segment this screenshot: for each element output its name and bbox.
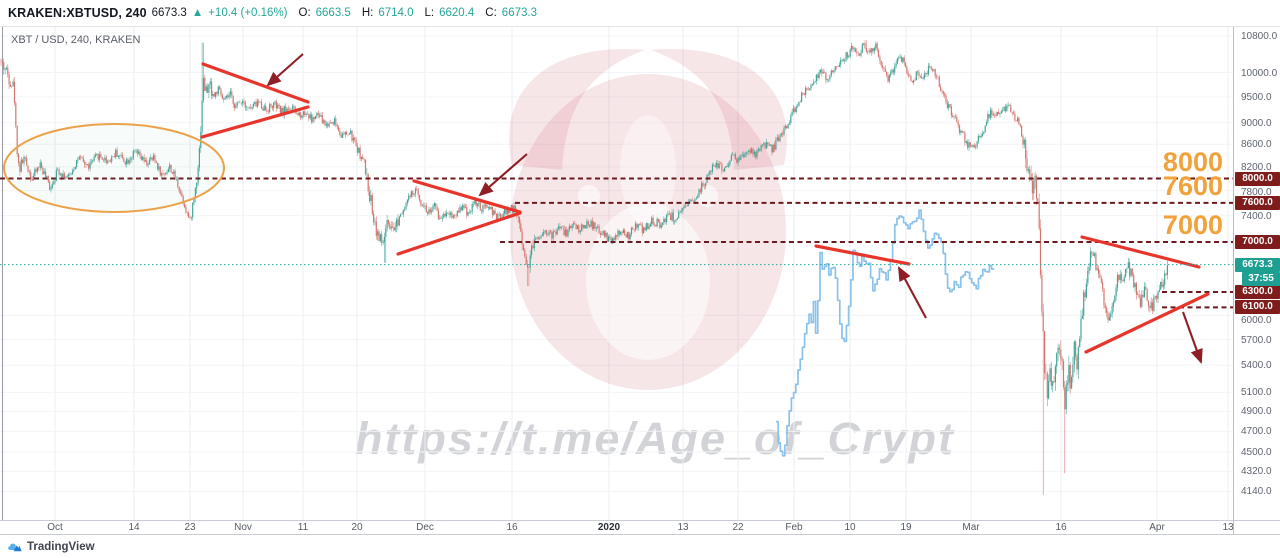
price-tick: 5100.0 xyxy=(1241,387,1272,399)
time-label: 11 xyxy=(297,522,309,533)
close-value: 6673.3 xyxy=(501,7,537,19)
trendline-7[interactable] xyxy=(1084,292,1210,354)
tradingview-attribution[interactable]: TradingView xyxy=(27,540,95,553)
price-tick: 7400.0 xyxy=(1241,210,1272,222)
arrow-annotation-1[interactable] xyxy=(266,53,304,87)
channel-watermark: https://t.me/Age_of_Crypt xyxy=(354,413,956,464)
price-tick: 9000.0 xyxy=(1241,117,1272,129)
time-label: 22 xyxy=(732,522,744,533)
price-tick: 8200.0 xyxy=(1241,161,1272,173)
price-change: +10.4 (+0.16%) xyxy=(208,7,288,19)
price-tick: 4320.0 xyxy=(1241,466,1272,478)
time-label: Dec xyxy=(416,522,434,533)
level-label: 8000 xyxy=(1162,146,1223,177)
high-label: H: xyxy=(361,7,374,19)
ellipse-annotation[interactable] xyxy=(3,123,225,213)
price-tick: 4140.0 xyxy=(1241,486,1272,498)
close-label: C: xyxy=(485,7,497,19)
price-axis[interactable]: 8000.0 7600.0 7000.0 6300.0 6100.0 10800.0 100… xyxy=(1233,27,1280,535)
axis-corner xyxy=(1233,520,1280,535)
time-label: 20 xyxy=(351,522,363,533)
low-label: L: xyxy=(424,7,435,19)
price-level-badge: 6100.0 xyxy=(1235,300,1280,315)
compare-series-line[interactable] xyxy=(776,209,995,457)
time-label: 2020 xyxy=(597,522,621,533)
trendline-1[interactable] xyxy=(201,62,310,104)
time-label: Nov xyxy=(234,522,252,533)
symbol-title: KRAKEN:XBTUSD, 240 xyxy=(8,6,147,20)
high-value: 6714.0 xyxy=(378,7,414,19)
arrow-annotation-4[interactable] xyxy=(1182,311,1203,364)
current-price-badge: 6673.3 xyxy=(1235,257,1280,272)
price-tick: 6000.0 xyxy=(1241,315,1272,327)
arrow-annotation-3[interactable] xyxy=(898,266,927,319)
time-label: Oct xyxy=(47,522,63,533)
price-level-badge: 7000.0 xyxy=(1235,234,1280,249)
trendline-5[interactable] xyxy=(814,244,911,266)
price-tick: 4700.0 xyxy=(1241,426,1272,438)
time-label: 19 xyxy=(900,522,912,533)
trendline-3[interactable] xyxy=(412,179,522,214)
trendline-2[interactable] xyxy=(200,105,310,139)
bar-countdown-badge: 37:55 xyxy=(1242,272,1280,287)
price-tick: 7800.0 xyxy=(1241,186,1272,198)
level-label: 7000 xyxy=(1162,209,1223,240)
trendline-4[interactable] xyxy=(396,211,522,256)
time-label: Apr xyxy=(1149,522,1165,533)
price-tick: 10800.0 xyxy=(1241,31,1278,42)
candles-up-bodies[interactable] xyxy=(4,43,1168,410)
price-tick: 4900.0 xyxy=(1241,406,1272,418)
chart-legend[interactable]: XBT / USD, 240, KRAKEN xyxy=(11,34,141,46)
time-label: Mar xyxy=(962,522,980,533)
price-tick: 9500.0 xyxy=(1241,91,1272,103)
attribution-bar: TradingView xyxy=(0,535,1280,558)
time-label: 10 xyxy=(844,522,856,533)
trendline-6[interactable] xyxy=(1080,235,1201,269)
tradingview-logo-icon[interactable] xyxy=(7,539,23,555)
open-label: O: xyxy=(298,7,311,19)
time-label: 13 xyxy=(1222,522,1234,533)
time-label: 16 xyxy=(506,522,518,533)
chart-pane[interactable]: https://t.me/Age_of_Crypt XBT / USD, 240… xyxy=(0,27,1233,520)
price-chart-svg[interactable] xyxy=(0,27,1233,520)
time-label: 14 xyxy=(128,522,140,533)
last-price: 6673.3 xyxy=(151,7,187,19)
ohlc-status-bar: KRAKEN:XBTUSD, 240 6673.3 ▲ +10.4 (+0.16… xyxy=(0,0,1280,27)
price-tick: 4500.0 xyxy=(1241,446,1272,458)
price-tick: 5400.0 xyxy=(1241,360,1272,372)
arrow-annotation-2[interactable] xyxy=(478,153,528,197)
price-tick: 10000.0 xyxy=(1241,67,1278,79)
price-tick: 5700.0 xyxy=(1241,334,1272,346)
price-level-badge: 7600.0 xyxy=(1235,195,1280,210)
price-level-badge: 8000.0 xyxy=(1235,171,1280,186)
time-label: 23 xyxy=(184,522,196,533)
open-value: 6663.5 xyxy=(315,7,351,19)
low-value: 6620.4 xyxy=(439,7,475,19)
bull-logo-watermark xyxy=(509,49,787,390)
price-tick: 8600.0 xyxy=(1241,139,1272,151)
price-level-badge: 6300.0 xyxy=(1235,285,1280,300)
time-axis[interactable]: Oct 14 23 Nov 11 20 Dec 16 2020 13 22 Feb 10 19 Mar 16 A… xyxy=(0,520,1280,535)
time-label: 16 xyxy=(1055,522,1067,533)
time-label: Feb xyxy=(785,522,803,533)
time-label: 13 xyxy=(677,522,689,533)
level-label: 7600 xyxy=(1162,170,1223,201)
up-arrow-icon: ▲ xyxy=(191,7,204,19)
